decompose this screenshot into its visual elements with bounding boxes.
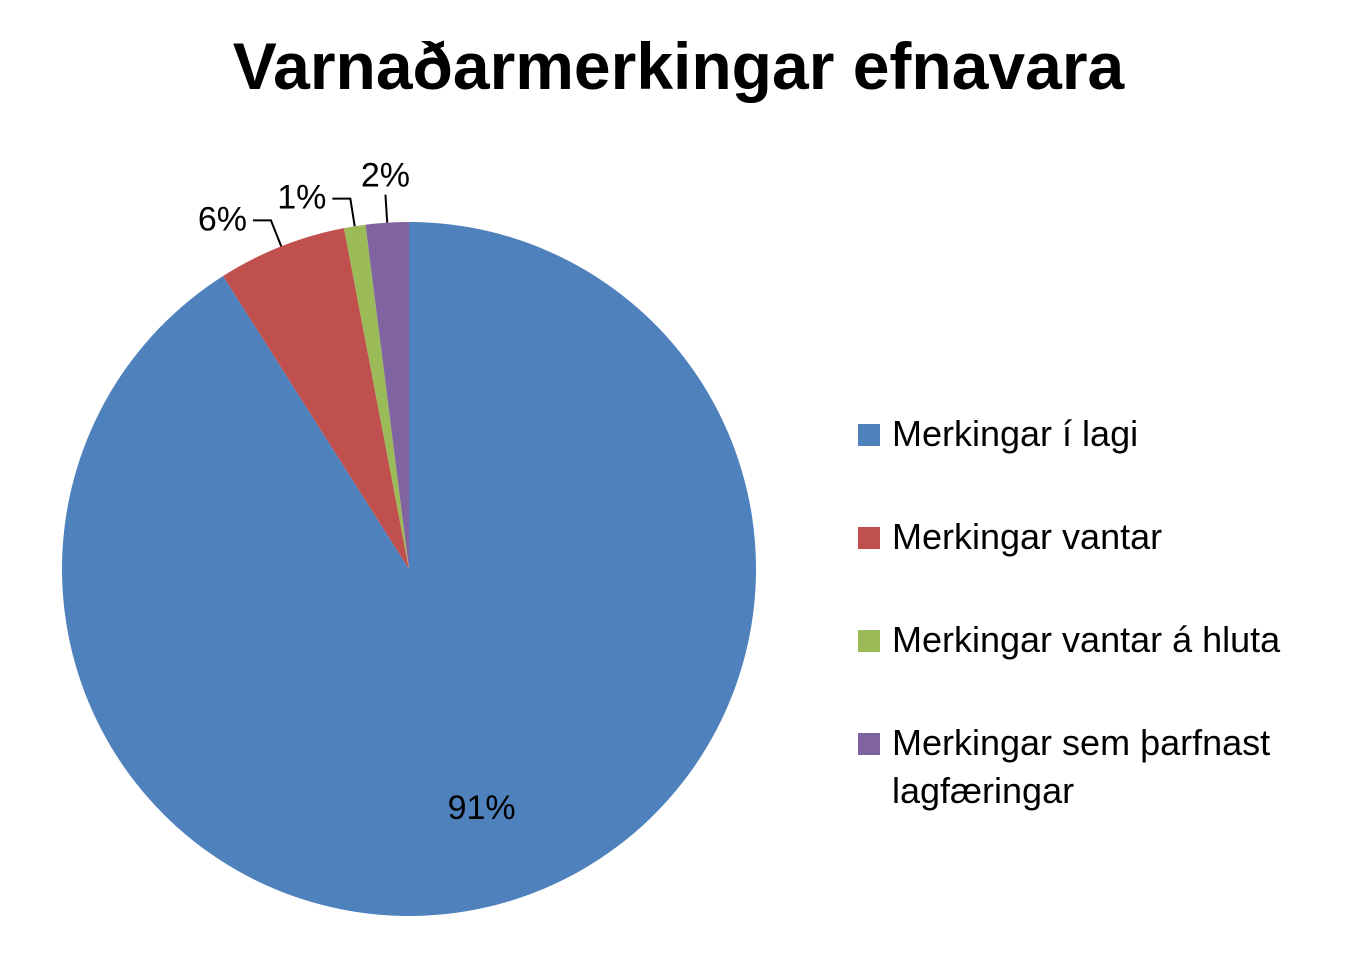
- legend-label: Merkingar vantar: [892, 516, 1163, 557]
- legend-item: Merkingar í lagi: [858, 410, 1328, 458]
- pie-slices: [61, 222, 756, 916]
- pie-slice: [61, 222, 756, 916]
- legend-label: Merkingar sem þarfnast lagfæringar: [892, 722, 1271, 811]
- pie-slice: [365, 222, 409, 569]
- legend-item: Merkingar vantar á hluta: [858, 616, 1328, 664]
- legend-item: Merkingar sem þarfnast lagfæringar: [858, 719, 1328, 815]
- pie-slice: [223, 228, 409, 570]
- leader-lines: [252, 194, 389, 247]
- data-label: 2%: [361, 157, 410, 195]
- data-labels: 91% 6% 1% 2%: [198, 157, 516, 827]
- data-label: 6%: [198, 200, 247, 238]
- legend-swatch: [858, 630, 880, 652]
- legend-swatch: [858, 424, 880, 446]
- legend-swatch: [858, 733, 880, 755]
- chart-title: Varnaðarmerkingar efnavara: [232, 29, 1125, 103]
- leader-line: [252, 219, 283, 247]
- data-label: 91%: [448, 789, 516, 827]
- legend: Merkingar í lagi Merkingar vantar Merkin…: [858, 410, 1328, 870]
- data-label: 1%: [277, 179, 326, 217]
- leader-line: [332, 197, 356, 227]
- pie-slice: [343, 224, 409, 569]
- legend-label: Merkingar vantar á hluta: [892, 619, 1281, 660]
- leader-line: [384, 194, 389, 223]
- legend-item: Merkingar vantar: [858, 513, 1328, 561]
- legend-swatch: [858, 527, 880, 549]
- legend-label: Merkingar í lagi: [892, 413, 1139, 454]
